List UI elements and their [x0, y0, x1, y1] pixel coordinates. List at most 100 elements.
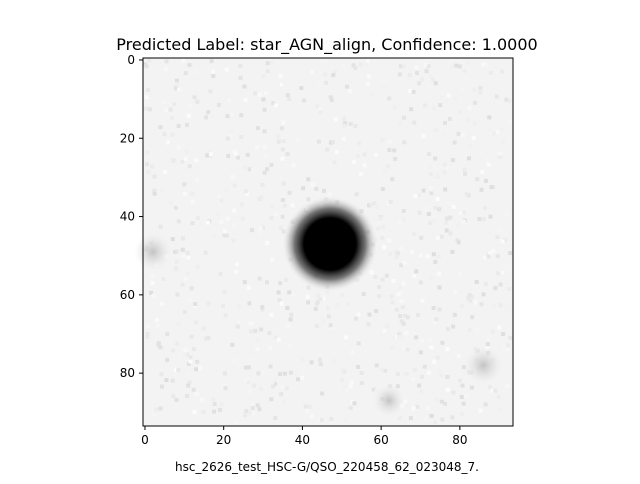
noise-pixel — [498, 282, 503, 287]
noise-pixel — [235, 262, 239, 267]
noise-pixel — [382, 86, 387, 90]
noise-pixel — [194, 392, 199, 396]
noise-pixel — [236, 155, 240, 160]
noise-pixel — [257, 197, 262, 202]
noise-pixel — [436, 235, 441, 240]
noise-pixel — [329, 98, 334, 103]
noise-pixel — [412, 274, 417, 279]
faint-source — [464, 346, 503, 385]
noise-pixel — [246, 162, 251, 167]
noise-pixel — [421, 134, 426, 138]
noise-pixel — [236, 304, 241, 309]
noise-pixel — [500, 239, 505, 244]
noise-pixel — [424, 206, 429, 211]
noise-pixel — [428, 73, 433, 78]
noise-pixel — [284, 386, 289, 391]
noise-pixel — [461, 132, 465, 137]
noise-pixel — [409, 107, 414, 112]
noise-pixel — [440, 96, 445, 101]
noise-pixel — [483, 281, 488, 286]
noise-pixel — [188, 355, 193, 360]
noise-pixel — [270, 384, 275, 389]
noise-pixel — [377, 294, 382, 299]
noise-pixel — [401, 217, 406, 222]
noise-pixel — [294, 371, 299, 376]
noise-pixel — [345, 301, 350, 306]
noise-pixel — [371, 387, 376, 392]
noise-pixel — [171, 394, 176, 399]
noise-pixel — [409, 250, 414, 254]
noise-pixel — [286, 163, 291, 168]
noise-pixel — [478, 408, 483, 413]
noise-pixel — [414, 335, 419, 340]
noise-pixel — [311, 83, 316, 88]
noise-pixel — [356, 154, 361, 158]
noise-pixel — [353, 66, 358, 70]
noise-pixel — [154, 407, 159, 412]
noise-pixel — [418, 174, 423, 179]
noise-pixel — [300, 375, 305, 380]
noise-pixel — [184, 122, 189, 127]
noise-pixel — [319, 418, 324, 422]
noise-pixel — [187, 380, 192, 385]
noise-pixel — [359, 171, 364, 176]
noise-pixel — [211, 74, 216, 78]
noise-pixel — [217, 407, 222, 412]
noise-pixel — [401, 281, 406, 286]
noise-pixel — [250, 321, 255, 326]
noise-pixel — [445, 375, 450, 379]
noise-pixel — [258, 226, 263, 231]
noise-pixel — [180, 282, 185, 287]
noise-pixel — [249, 228, 254, 233]
noise-pixel — [507, 99, 512, 103]
noise-pixel — [278, 281, 283, 286]
noise-pixel — [287, 344, 292, 349]
noise-pixel — [244, 409, 249, 413]
noise-pixel — [245, 152, 250, 157]
noise-pixel — [502, 293, 507, 298]
noise-pixel — [183, 157, 188, 162]
noise-pixel — [499, 127, 504, 132]
noise-pixel — [451, 390, 456, 395]
noise-pixel — [405, 347, 410, 352]
noise-pixel — [301, 186, 306, 191]
noise-pixel — [265, 69, 270, 74]
noise-pixel — [310, 70, 315, 75]
noise-pixel — [387, 96, 392, 101]
noise-pixel — [367, 312, 372, 317]
noise-pixel — [295, 137, 300, 142]
noise-pixel — [252, 345, 257, 350]
noise-pixel — [185, 271, 190, 276]
noise-pixel — [145, 332, 150, 337]
noise-pixel — [144, 64, 149, 69]
noise-pixel — [321, 296, 326, 301]
noise-pixel — [433, 205, 438, 210]
noise-pixel — [198, 366, 203, 371]
noise-pixel — [189, 334, 194, 339]
noise-pixel — [390, 300, 395, 305]
noise-pixel — [437, 285, 442, 290]
noise-pixel — [474, 328, 479, 333]
noise-pixel — [436, 254, 441, 259]
noise-pixel — [152, 412, 157, 417]
noise-pixel — [405, 315, 410, 320]
y-tick-label: 60 — [120, 288, 135, 302]
noise-pixel — [218, 201, 223, 206]
noise-pixel — [387, 139, 392, 144]
noise-pixel — [183, 281, 188, 286]
noise-pixel — [395, 371, 400, 376]
noise-pixel — [318, 297, 323, 302]
noise-pixel — [231, 238, 236, 243]
noise-pixel — [269, 162, 274, 167]
noise-pixel — [256, 126, 260, 131]
noise-pixel — [239, 202, 244, 207]
noise-pixel — [433, 320, 438, 325]
noise-pixel — [145, 150, 150, 155]
noise-pixel — [369, 99, 374, 104]
noise-pixel — [183, 348, 188, 353]
noise-pixel — [426, 64, 431, 69]
noise-pixel — [161, 100, 166, 105]
noise-pixel — [243, 413, 247, 418]
noise-pixel — [201, 409, 206, 414]
noise-pixel — [456, 131, 461, 136]
